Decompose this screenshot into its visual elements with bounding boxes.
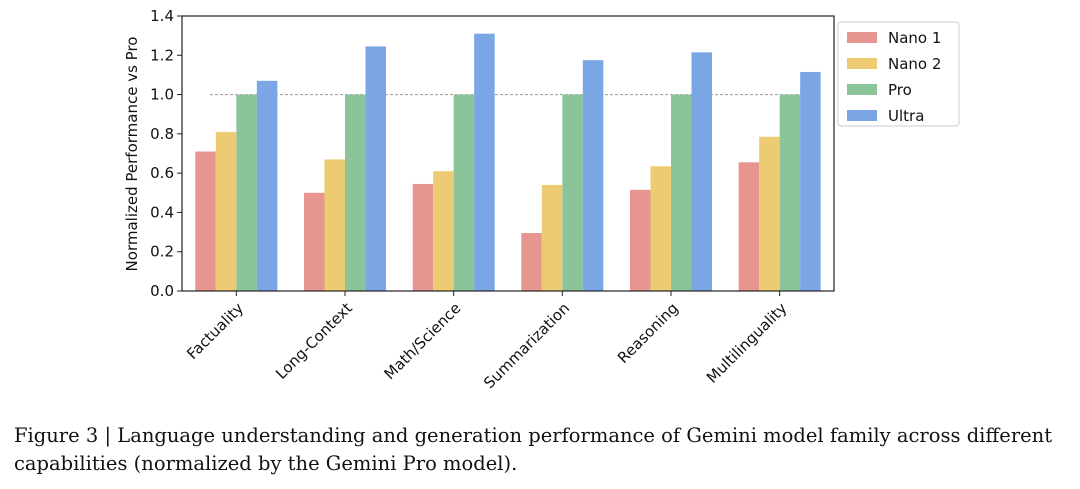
y-axis-label: Normalized Performance vs Pro (123, 37, 141, 272)
bar (582, 60, 604, 292)
bar (630, 189, 651, 291)
bar (236, 94, 257, 291)
legend-label: Nano 2 (888, 55, 941, 73)
legend-swatch (847, 32, 877, 43)
legend-swatch (847, 110, 877, 121)
bar (738, 162, 760, 291)
y-tick-label: 0.2 (150, 243, 174, 261)
y-tick-label: 0.4 (150, 203, 174, 221)
legend-label: Ultra (888, 107, 924, 125)
y-tick-label: 0.8 (150, 125, 174, 143)
bar (324, 159, 345, 291)
bar (541, 184, 563, 291)
bar (800, 71, 821, 291)
x-tick-label: Math/Science (381, 299, 465, 383)
bar-chart: Normalized Performance vs Pro 0.0 0.2 0.4 0… (123, 7, 960, 392)
y-axis-title: Normalized Performance vs Pro (123, 37, 141, 272)
bar (256, 80, 278, 291)
figure-caption: Figure 3 | Language understanding and ge… (14, 424, 1053, 475)
x-tick-label: Factuality (183, 299, 247, 363)
bar (671, 94, 692, 291)
bar (345, 94, 366, 291)
legend: Nano 1 Nano 2 Pro Ultra (837, 21, 960, 127)
bar (650, 166, 671, 291)
bar (691, 52, 712, 291)
x-tick-label: Summarization (480, 299, 573, 392)
bar (759, 136, 780, 291)
bar (304, 192, 325, 291)
bar (195, 151, 216, 291)
bar (562, 94, 583, 291)
bar (215, 131, 237, 291)
x-tick-label: Long-Context (272, 299, 356, 383)
x-tick-label: Reasoning (614, 299, 682, 367)
y-tick-label: 1.0 (150, 86, 174, 104)
x-tick-label: Multilinguality (703, 299, 791, 387)
bar (453, 94, 475, 291)
bar (779, 94, 801, 291)
bar (474, 33, 495, 292)
bar (433, 171, 454, 291)
legend-swatch (847, 84, 877, 95)
y-tick-label: 1.4 (150, 7, 174, 25)
legend-label: Pro (888, 81, 912, 99)
y-tick-label: 0.6 (150, 164, 174, 182)
y-tick-label: 1.2 (150, 46, 174, 64)
legend-box (837, 21, 960, 127)
legend-swatch (847, 58, 877, 69)
legend-label: Nano 1 (888, 29, 941, 47)
y-tick-label: 0.0 (150, 282, 174, 300)
plot-frame (181, 15, 835, 292)
bar (365, 46, 386, 292)
bar (521, 233, 542, 291)
bar (412, 183, 434, 291)
